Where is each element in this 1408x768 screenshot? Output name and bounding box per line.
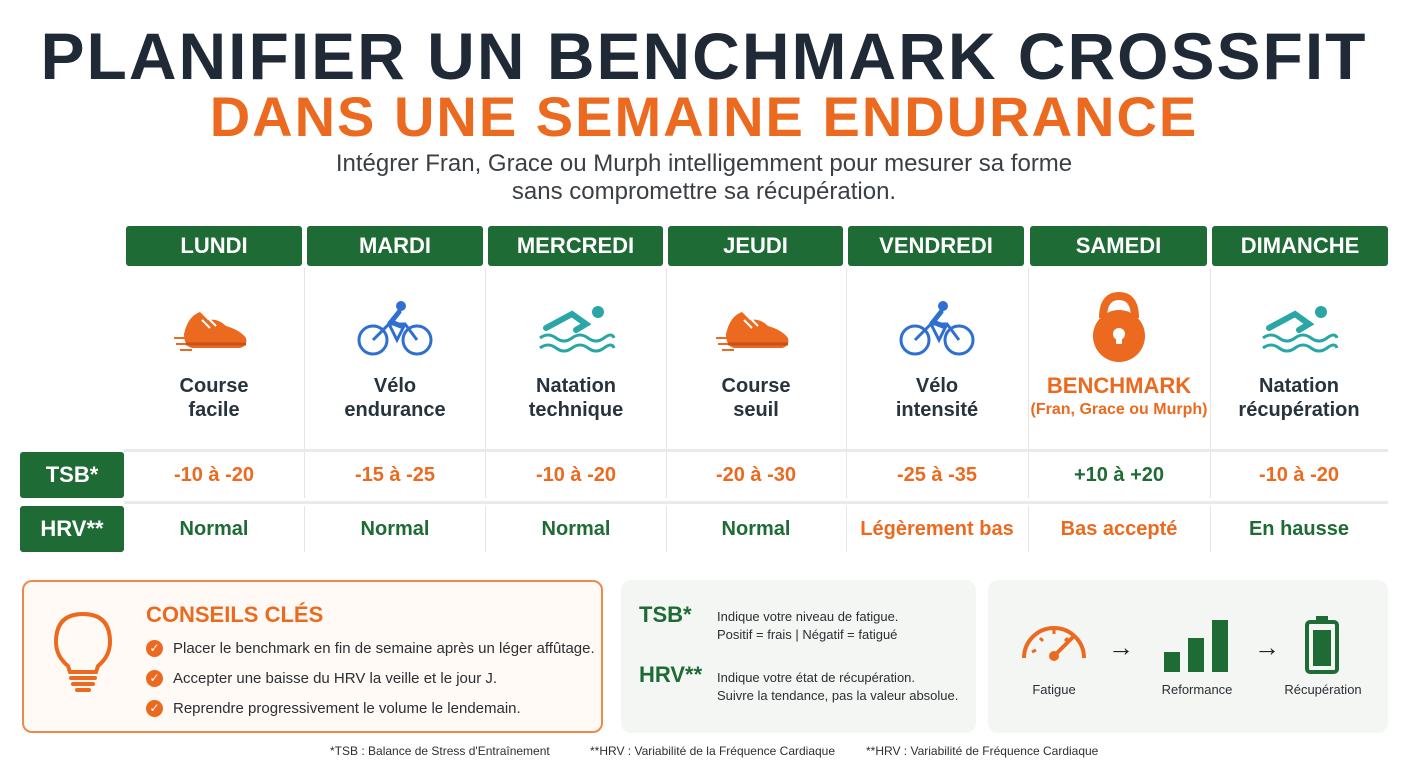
activity-cell-lundi: Course facile (124, 268, 305, 450)
legend-tsb-key: TSB* (639, 602, 692, 627)
flow-label-fatigue: Fatigue (1032, 682, 1076, 697)
tsb-value-jeudi: -20 à -30 (666, 452, 847, 498)
arrow-right-icon: → (1108, 632, 1134, 662)
activity-label: Course facile (179, 375, 249, 421)
running-shoe-icon (124, 292, 304, 364)
check-icon: ✓ (146, 670, 163, 687)
tsb-value-vendredi: -25 à -35 (846, 452, 1029, 498)
flow-label-recuperation: Récupération (1284, 682, 1362, 697)
footnote-hrv: **HRV : Variabilité de la Fréquence Card… (590, 744, 836, 758)
hrv-value-samedi: Bas accepté (1028, 506, 1211, 552)
legend-hrv-key: HRV** (639, 662, 703, 687)
arrow-right-icon: → (1254, 632, 1280, 662)
intro-line-1: Intégrer Fran, Grace ou Murph intelligem… (335, 150, 1073, 177)
battery-icon (1304, 616, 1340, 679)
legend-hrv-desc: Indique votre état de récupération. Suivr… (717, 670, 959, 703)
activity-label: Vélo intensité (895, 375, 979, 421)
gauge-icon (1018, 616, 1090, 669)
hrv-value-vendredi: Légèrement bas (846, 506, 1029, 552)
intro-text: Intégrer Fran, Grace ou Murph intelligem… (0, 150, 1408, 206)
day-header-mercredi: MERCREDI (488, 226, 663, 266)
day-header-dimanche: DIMANCHE (1212, 226, 1388, 266)
intro-line-2: sans compromettre sa récupération. (511, 178, 897, 205)
tsb-row-label: TSB* (20, 452, 124, 498)
activity-cell-dimanche: Natation récupération (1210, 268, 1388, 450)
footnote-hrv-duplicate: **HRV : Variabilité de Fréquence Cardiaq… (866, 744, 1099, 758)
tip-item: ✓ Placer le benchmark en fin de semaine a… (146, 640, 595, 657)
activity-label: Vélo endurance (344, 375, 446, 421)
day-header-jeudi: JEUDI (668, 226, 843, 266)
kettlebell-icon (1028, 292, 1210, 364)
tips-box: CONSEILS CLÉS ✓ Placer le benchmark en fi… (22, 580, 603, 733)
footnote-tsb: *TSB : Balance de Stress d'Entraînement (330, 744, 550, 758)
activity-cell-jeudi: Course seuil (666, 268, 847, 450)
flow-box: Fatigue → Reformance → Récupération (988, 580, 1388, 733)
day-header-vendredi: VENDREDI (848, 226, 1024, 266)
tsb-value-dimanche: -10 à -20 (1258, 464, 1340, 486)
legend-box: TSB* Indique votre niveau de fatigue. Pos… (621, 580, 976, 733)
swimmer-icon (1210, 292, 1388, 364)
running-shoe-icon (666, 292, 846, 364)
activity-cell-samedi: BENCHMARK (Fran, Grace ou Murph) (1028, 268, 1211, 450)
activity-cell-mardi: Vélo endurance (305, 268, 486, 450)
day-header-mardi: MARDI (307, 226, 483, 266)
day-header-lundi: LUNDI (126, 226, 302, 266)
tsb-value-mardi: -15 à -25 (305, 452, 486, 498)
cyclist-icon (305, 292, 485, 364)
flow-label-performance: Reformance (1161, 682, 1233, 697)
main-subtitle-orange: DANS UNE SEMAINE ENDURANCE (209, 85, 1199, 148)
hrv-row-label: HRV** (20, 506, 124, 552)
hrv-value-mercredi: Normal (486, 506, 667, 552)
activity-cell-mercredi: Natation technique (486, 268, 667, 450)
hrv-value-mardi: Normal (305, 506, 486, 552)
tips-title: CONSEILS CLÉS (146, 602, 324, 627)
activity-label: Natation technique (528, 375, 624, 421)
tsb-value-lundi: -10 à -20 (124, 452, 305, 498)
swimmer-icon (486, 292, 666, 364)
hrv-value-dimanche: En hausse (1248, 518, 1350, 540)
check-icon: ✓ (146, 640, 163, 657)
activity-label: Course seuil (721, 375, 791, 421)
tip-item: ✓ Reprendre progressivement le volume le … (146, 700, 521, 717)
day-header-samedi: SAMEDI (1030, 226, 1207, 266)
hrv-value-jeudi: Normal (666, 506, 847, 552)
main-title: PLANIFIER UN BENCHMARK CROSSFIT (40, 19, 1368, 93)
lightbulb-icon (52, 610, 114, 699)
activity-cell-vendredi: Vélo intensité (846, 268, 1029, 450)
tip-item: ✓ Accepter une baisse du HRV la veille et… (146, 670, 497, 687)
row-divider (124, 501, 1388, 504)
tsb-value-samedi: +10 à +20 (1028, 452, 1211, 498)
cyclist-icon (846, 292, 1028, 364)
tsb-value-mercredi: -10 à -20 (486, 452, 667, 498)
row-divider (124, 449, 1388, 452)
check-icon: ✓ (146, 700, 163, 717)
activity-label: Natation récupération (1238, 375, 1360, 421)
hrv-value-lundi: Normal (124, 506, 305, 552)
legend-tsb-desc: Indique votre niveau de fatigue. Positif … (717, 609, 899, 642)
activity-label-benchmark: BENCHMARK (Fran, Grace ou Murph) (1030, 373, 1208, 419)
bar-chart-icon (1164, 618, 1232, 677)
